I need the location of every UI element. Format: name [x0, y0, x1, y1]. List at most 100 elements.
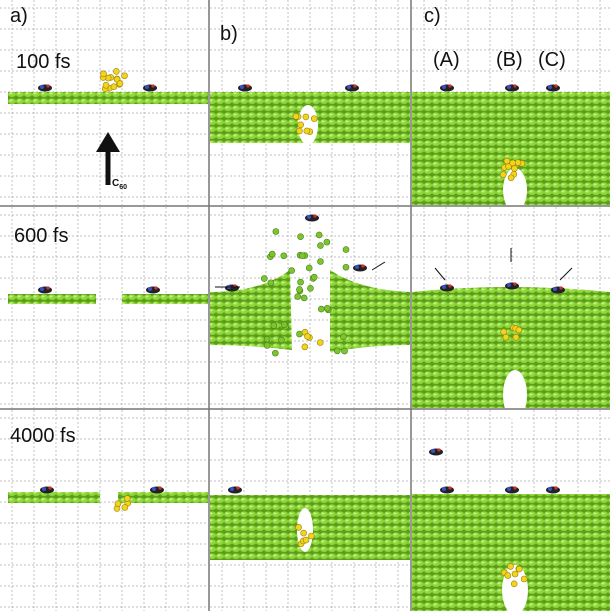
molecule-atom: [513, 84, 516, 87]
debris-atom: [334, 348, 340, 354]
debris-atom: [278, 337, 284, 343]
projectile-atom: [508, 175, 514, 181]
adsorbed-molecule: [440, 285, 454, 292]
debris-atom: [281, 322, 287, 328]
debris-atom: [301, 295, 307, 301]
crater: [503, 370, 527, 420]
projectile-atom: [511, 581, 517, 587]
debris-atom: [296, 286, 302, 292]
molecule-atom: [442, 85, 446, 89]
molecule-atom: [148, 287, 152, 291]
debris-atom: [298, 234, 304, 240]
projectile-atom: [303, 114, 309, 120]
debris-atom: [318, 306, 324, 312]
molecule-atom: [448, 284, 451, 287]
projectile-atom: [302, 344, 308, 350]
slabs: [8, 92, 610, 611]
panel-label: b): [220, 23, 238, 45]
adsorbed-molecule: [150, 487, 164, 494]
graphene-layer: [8, 92, 208, 104]
adsorbed-molecule: [429, 449, 443, 456]
debris-atom: [269, 251, 275, 257]
adsorbed-molecule: [143, 85, 157, 92]
projectile-atom: [304, 333, 310, 339]
molecule-atom: [313, 214, 316, 217]
molecule-atom: [46, 84, 49, 87]
adsorbed-molecule: [225, 285, 239, 292]
molecule-atom: [507, 85, 511, 89]
molecule-atom: [513, 486, 516, 489]
molecule-atom: [507, 283, 511, 287]
molecule-atom: [442, 285, 446, 289]
debris-atom: [317, 259, 323, 265]
debris-atom: [296, 331, 302, 337]
projectile-atom: [124, 495, 130, 501]
debris-atom: [298, 279, 304, 285]
projectile-atom: [117, 81, 123, 87]
time-label: 600 fs: [14, 225, 68, 247]
projectile-atom: [297, 128, 303, 134]
graphene-layer: [122, 294, 208, 304]
molecule-atom: [431, 449, 435, 453]
projectile-atom: [512, 571, 518, 577]
projectile-atom: [298, 122, 304, 128]
projectile-atom: [101, 71, 107, 77]
projectile-label: C60: [112, 178, 127, 191]
projectile-atom: [122, 504, 128, 510]
projectile-atom: [504, 158, 510, 164]
adsorbed-molecule: [38, 287, 52, 294]
molecule-atom: [236, 486, 239, 489]
molecule-atom: [154, 286, 157, 289]
molecule-atom: [347, 85, 351, 89]
molecule-atom: [554, 486, 557, 489]
molecule-atom: [355, 265, 359, 269]
molecule-atom: [40, 287, 44, 291]
molecule-atom: [246, 84, 249, 87]
debris-atom: [264, 342, 270, 348]
molecule-atom: [158, 486, 161, 489]
site-label: (C): [538, 49, 566, 71]
molecule-atom: [151, 84, 154, 87]
molecule-atom: [361, 264, 364, 267]
molecule-atom: [437, 448, 440, 451]
molecule-atom: [42, 487, 46, 491]
time-label: 100 fs: [16, 51, 70, 73]
adsorbed-molecule: [505, 283, 519, 290]
panel-label: c): [424, 5, 441, 27]
projectile-atom: [503, 334, 509, 340]
molecule-atom: [240, 85, 244, 89]
molecule-atom: [230, 487, 234, 491]
projectile-atom: [115, 501, 121, 507]
graphene-layer: [118, 492, 208, 503]
molecule-atom: [559, 286, 562, 289]
projectile-atom: [511, 165, 517, 171]
molecule-atom: [448, 84, 451, 87]
projectile-atom: [304, 128, 310, 134]
projectile-atom: [505, 572, 511, 578]
debris-atom: [340, 334, 346, 340]
molecule-atom: [307, 215, 311, 219]
debris-atom: [316, 232, 322, 238]
debris-atom: [261, 276, 267, 282]
debris-atom: [281, 253, 287, 259]
adsorbed-molecule: [551, 287, 565, 294]
graphene-layer: [8, 294, 96, 304]
projectile-atom: [113, 68, 119, 74]
projectile-atom: [500, 172, 506, 178]
adsorbed-molecule: [238, 85, 252, 92]
molecule-atom: [353, 84, 356, 87]
debris-atom: [311, 274, 317, 280]
adsorbed-molecule: [38, 85, 52, 92]
debris-atom: [295, 294, 301, 300]
projectile-atom: [510, 160, 516, 166]
molecule-atom: [145, 85, 149, 89]
debris-atom: [317, 243, 323, 249]
molecule-atom: [48, 486, 51, 489]
adsorbed-molecule: [440, 487, 454, 494]
debris-atom: [342, 348, 348, 354]
debris-atom: [273, 229, 279, 235]
impact-arrowhead: [96, 132, 120, 152]
projectile-atom: [296, 524, 302, 530]
projectile-atom: [508, 563, 514, 569]
panel-label: a): [10, 5, 28, 27]
